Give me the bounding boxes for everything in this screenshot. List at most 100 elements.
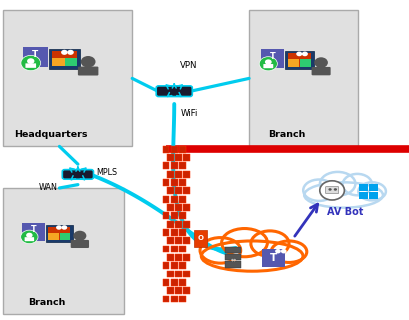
FancyBboxPatch shape — [179, 212, 185, 219]
Ellipse shape — [303, 182, 382, 208]
FancyBboxPatch shape — [193, 230, 207, 247]
Ellipse shape — [270, 241, 306, 262]
Circle shape — [20, 230, 38, 244]
FancyBboxPatch shape — [48, 233, 59, 240]
Ellipse shape — [221, 228, 267, 257]
FancyBboxPatch shape — [179, 179, 185, 186]
FancyBboxPatch shape — [171, 163, 177, 169]
FancyBboxPatch shape — [175, 221, 181, 228]
FancyBboxPatch shape — [171, 279, 177, 286]
FancyBboxPatch shape — [162, 163, 169, 169]
Circle shape — [333, 188, 336, 191]
FancyBboxPatch shape — [162, 262, 169, 269]
FancyBboxPatch shape — [70, 240, 89, 248]
Circle shape — [67, 50, 74, 55]
FancyBboxPatch shape — [183, 171, 189, 178]
FancyBboxPatch shape — [162, 196, 169, 203]
FancyBboxPatch shape — [179, 296, 185, 302]
Circle shape — [258, 57, 276, 71]
Circle shape — [274, 249, 280, 253]
FancyBboxPatch shape — [260, 49, 283, 68]
FancyBboxPatch shape — [22, 47, 48, 67]
FancyBboxPatch shape — [171, 212, 177, 219]
FancyBboxPatch shape — [183, 287, 189, 294]
Ellipse shape — [357, 182, 385, 200]
FancyBboxPatch shape — [183, 271, 189, 277]
Circle shape — [27, 58, 34, 64]
FancyBboxPatch shape — [325, 187, 338, 194]
FancyBboxPatch shape — [183, 188, 189, 194]
FancyBboxPatch shape — [166, 287, 173, 294]
FancyBboxPatch shape — [162, 296, 169, 302]
Text: ⇔: ⇔ — [230, 258, 235, 263]
FancyBboxPatch shape — [183, 154, 189, 161]
FancyBboxPatch shape — [175, 271, 181, 277]
FancyBboxPatch shape — [179, 163, 185, 169]
FancyBboxPatch shape — [225, 247, 241, 253]
FancyBboxPatch shape — [162, 279, 169, 286]
FancyBboxPatch shape — [175, 204, 181, 211]
Text: MPLS: MPLS — [96, 168, 117, 177]
FancyBboxPatch shape — [62, 170, 93, 179]
FancyBboxPatch shape — [299, 59, 310, 67]
FancyBboxPatch shape — [175, 237, 181, 244]
Circle shape — [61, 50, 67, 55]
FancyBboxPatch shape — [3, 11, 132, 147]
FancyBboxPatch shape — [179, 279, 185, 286]
Circle shape — [21, 55, 40, 71]
FancyBboxPatch shape — [175, 154, 181, 161]
FancyBboxPatch shape — [171, 196, 177, 203]
Text: O: O — [197, 236, 203, 241]
FancyBboxPatch shape — [25, 63, 36, 68]
FancyBboxPatch shape — [166, 237, 173, 244]
FancyBboxPatch shape — [171, 246, 177, 252]
FancyBboxPatch shape — [171, 146, 177, 153]
FancyBboxPatch shape — [175, 171, 181, 178]
Text: Branch: Branch — [267, 130, 305, 140]
FancyBboxPatch shape — [49, 49, 80, 69]
FancyBboxPatch shape — [162, 212, 169, 219]
Circle shape — [56, 225, 62, 230]
Text: Branch: Branch — [28, 298, 66, 307]
FancyBboxPatch shape — [166, 271, 173, 277]
Circle shape — [26, 233, 33, 238]
FancyBboxPatch shape — [179, 146, 185, 153]
FancyBboxPatch shape — [48, 227, 70, 240]
FancyBboxPatch shape — [179, 229, 185, 236]
FancyBboxPatch shape — [3, 188, 124, 314]
Text: T: T — [269, 253, 276, 263]
Text: WAN: WAN — [38, 183, 57, 192]
FancyBboxPatch shape — [78, 67, 98, 76]
FancyBboxPatch shape — [285, 51, 313, 69]
Text: T: T — [30, 225, 36, 234]
FancyBboxPatch shape — [369, 192, 378, 199]
Ellipse shape — [319, 172, 355, 196]
Circle shape — [314, 57, 327, 68]
FancyBboxPatch shape — [225, 261, 241, 268]
FancyBboxPatch shape — [183, 254, 189, 261]
FancyBboxPatch shape — [166, 188, 173, 194]
FancyBboxPatch shape — [171, 296, 177, 302]
FancyBboxPatch shape — [179, 262, 185, 269]
Circle shape — [264, 59, 271, 65]
FancyBboxPatch shape — [156, 86, 192, 97]
FancyBboxPatch shape — [162, 146, 169, 153]
FancyBboxPatch shape — [171, 262, 177, 269]
FancyBboxPatch shape — [65, 58, 76, 66]
FancyBboxPatch shape — [183, 204, 189, 211]
Ellipse shape — [250, 231, 288, 256]
Ellipse shape — [200, 237, 240, 263]
FancyBboxPatch shape — [225, 254, 241, 260]
FancyBboxPatch shape — [166, 221, 173, 228]
FancyBboxPatch shape — [175, 188, 181, 194]
FancyBboxPatch shape — [311, 67, 330, 75]
FancyBboxPatch shape — [287, 53, 310, 67]
Circle shape — [319, 181, 344, 200]
FancyBboxPatch shape — [45, 225, 72, 242]
FancyBboxPatch shape — [263, 64, 272, 68]
FancyBboxPatch shape — [287, 59, 299, 67]
Text: T: T — [269, 52, 275, 61]
Text: VPN: VPN — [180, 61, 198, 70]
FancyBboxPatch shape — [25, 237, 34, 241]
FancyBboxPatch shape — [262, 249, 284, 267]
